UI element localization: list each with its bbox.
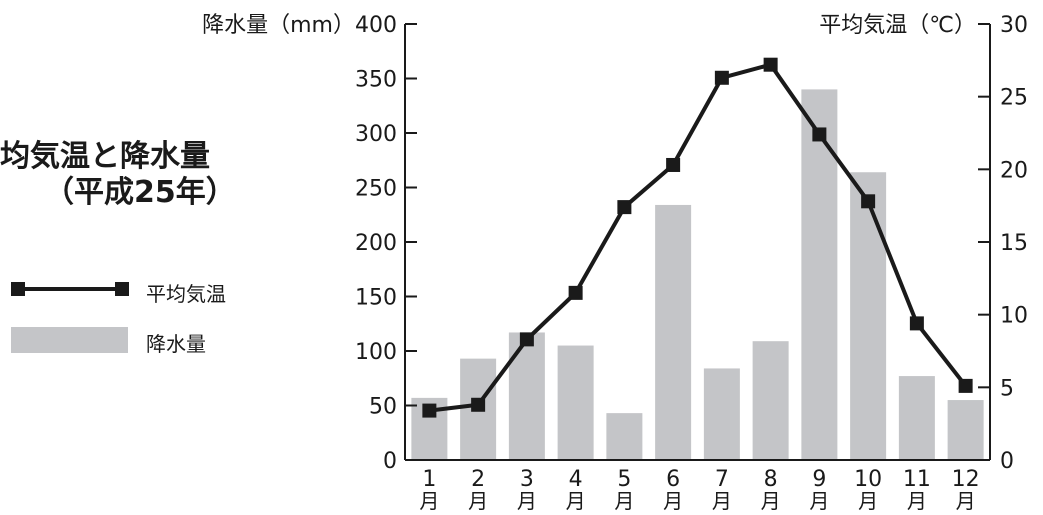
precip-bar-10 (850, 172, 887, 461)
right-axis-label: 平均気温（℃） (819, 13, 976, 38)
left-tick-label: 0 (383, 449, 397, 474)
x-tick-label-unit: 月 (858, 489, 878, 513)
left-tick-label: 300 (355, 122, 397, 147)
precip-bar-12 (947, 400, 984, 460)
axes: 050100150200250300350400051015202530降水量（… (202, 13, 1028, 513)
x-tick-label-number: 4 (569, 467, 583, 492)
x-tick-label-unit: 月 (712, 489, 732, 513)
temperature-line (429, 62, 968, 413)
precip-bar-4 (557, 345, 594, 460)
x-tick-label-number: 11 (903, 467, 931, 492)
left-axis-label: 降水量（mm） (202, 13, 355, 38)
left-tick-label: 350 (355, 68, 397, 93)
x-tick-label-unit: 月 (663, 489, 683, 513)
x-tick-label-number: 2 (471, 467, 485, 492)
right-tick-label: 5 (1000, 376, 1014, 401)
chart-title-line1: 均気温と降水量 (0, 139, 210, 174)
temperature-point-7 (714, 70, 729, 85)
x-tick-label-number: 5 (617, 467, 631, 492)
precip-bar-3 (508, 332, 545, 460)
legend-bar-label: 降水量 (146, 332, 206, 356)
precip-bar-7 (703, 368, 740, 460)
left-tick-label: 100 (355, 340, 397, 365)
x-tick-label-number: 8 (764, 467, 778, 492)
left-tick-label: 250 (355, 177, 397, 202)
legend-marks (11, 282, 129, 353)
x-tick-label-unit: 月 (614, 489, 634, 513)
temperature-point-9 (812, 127, 827, 142)
legend-line-marker-right (115, 282, 129, 296)
legend-bar-swatch (11, 327, 128, 353)
temperature-point-3 (519, 332, 534, 347)
right-tick-label: 0 (1000, 449, 1014, 474)
x-tick-label-unit: 月 (566, 489, 586, 513)
x-tick-label-unit: 月 (907, 489, 927, 513)
temperature-point-5 (617, 200, 632, 215)
precip-bar-5 (606, 413, 643, 460)
x-tick-label-number: 3 (520, 467, 534, 492)
legend-line-label: 平均気温 (146, 282, 226, 306)
chart-title-line2: （平成25年） (44, 175, 236, 210)
left-tick-label: 150 (355, 286, 397, 311)
x-tick-label-number: 1 (422, 467, 436, 492)
x-tick-label-unit: 月 (468, 489, 488, 513)
x-tick-label-number: 7 (715, 467, 729, 492)
x-tick-label-unit: 月 (419, 489, 439, 513)
x-tick-label-unit: 月 (517, 489, 537, 513)
legend-line-marker-left (11, 282, 25, 296)
left-tick-label: 50 (369, 395, 397, 420)
right-tick-label: 20 (1000, 158, 1028, 183)
right-tick-label: 10 (1000, 304, 1028, 329)
x-tick-label-number: 9 (812, 467, 826, 492)
x-tick-label-number: 10 (854, 467, 882, 492)
x-tick-label-unit: 月 (809, 489, 829, 513)
temperature-point-2 (471, 397, 486, 412)
line-series (422, 57, 973, 418)
x-tick-label-unit: 月 (761, 489, 781, 513)
temperature-point-8 (763, 57, 778, 72)
temperature-point-6 (666, 157, 681, 172)
temperature-point-10 (861, 194, 876, 209)
right-tick-label: 25 (1000, 86, 1028, 111)
temperature-point-4 (568, 285, 583, 300)
x-tick-label-unit: 月 (956, 489, 976, 513)
right-tick-label: 15 (1000, 231, 1028, 256)
temperature-point-11 (909, 316, 924, 331)
x-tick-label-number: 12 (952, 467, 980, 492)
right-tick-label: 30 (1000, 13, 1028, 38)
precip-bar-8 (752, 341, 789, 460)
x-tick-label-number: 6 (666, 467, 680, 492)
left-tick-label: 200 (355, 231, 397, 256)
precip-bar-11 (898, 376, 935, 460)
temperature-point-1 (422, 403, 437, 418)
precip-bar-9 (801, 89, 838, 461)
left-tick-label: 400 (355, 13, 397, 38)
temperature-point-12 (958, 378, 973, 393)
precip-bar-6 (655, 204, 692, 460)
